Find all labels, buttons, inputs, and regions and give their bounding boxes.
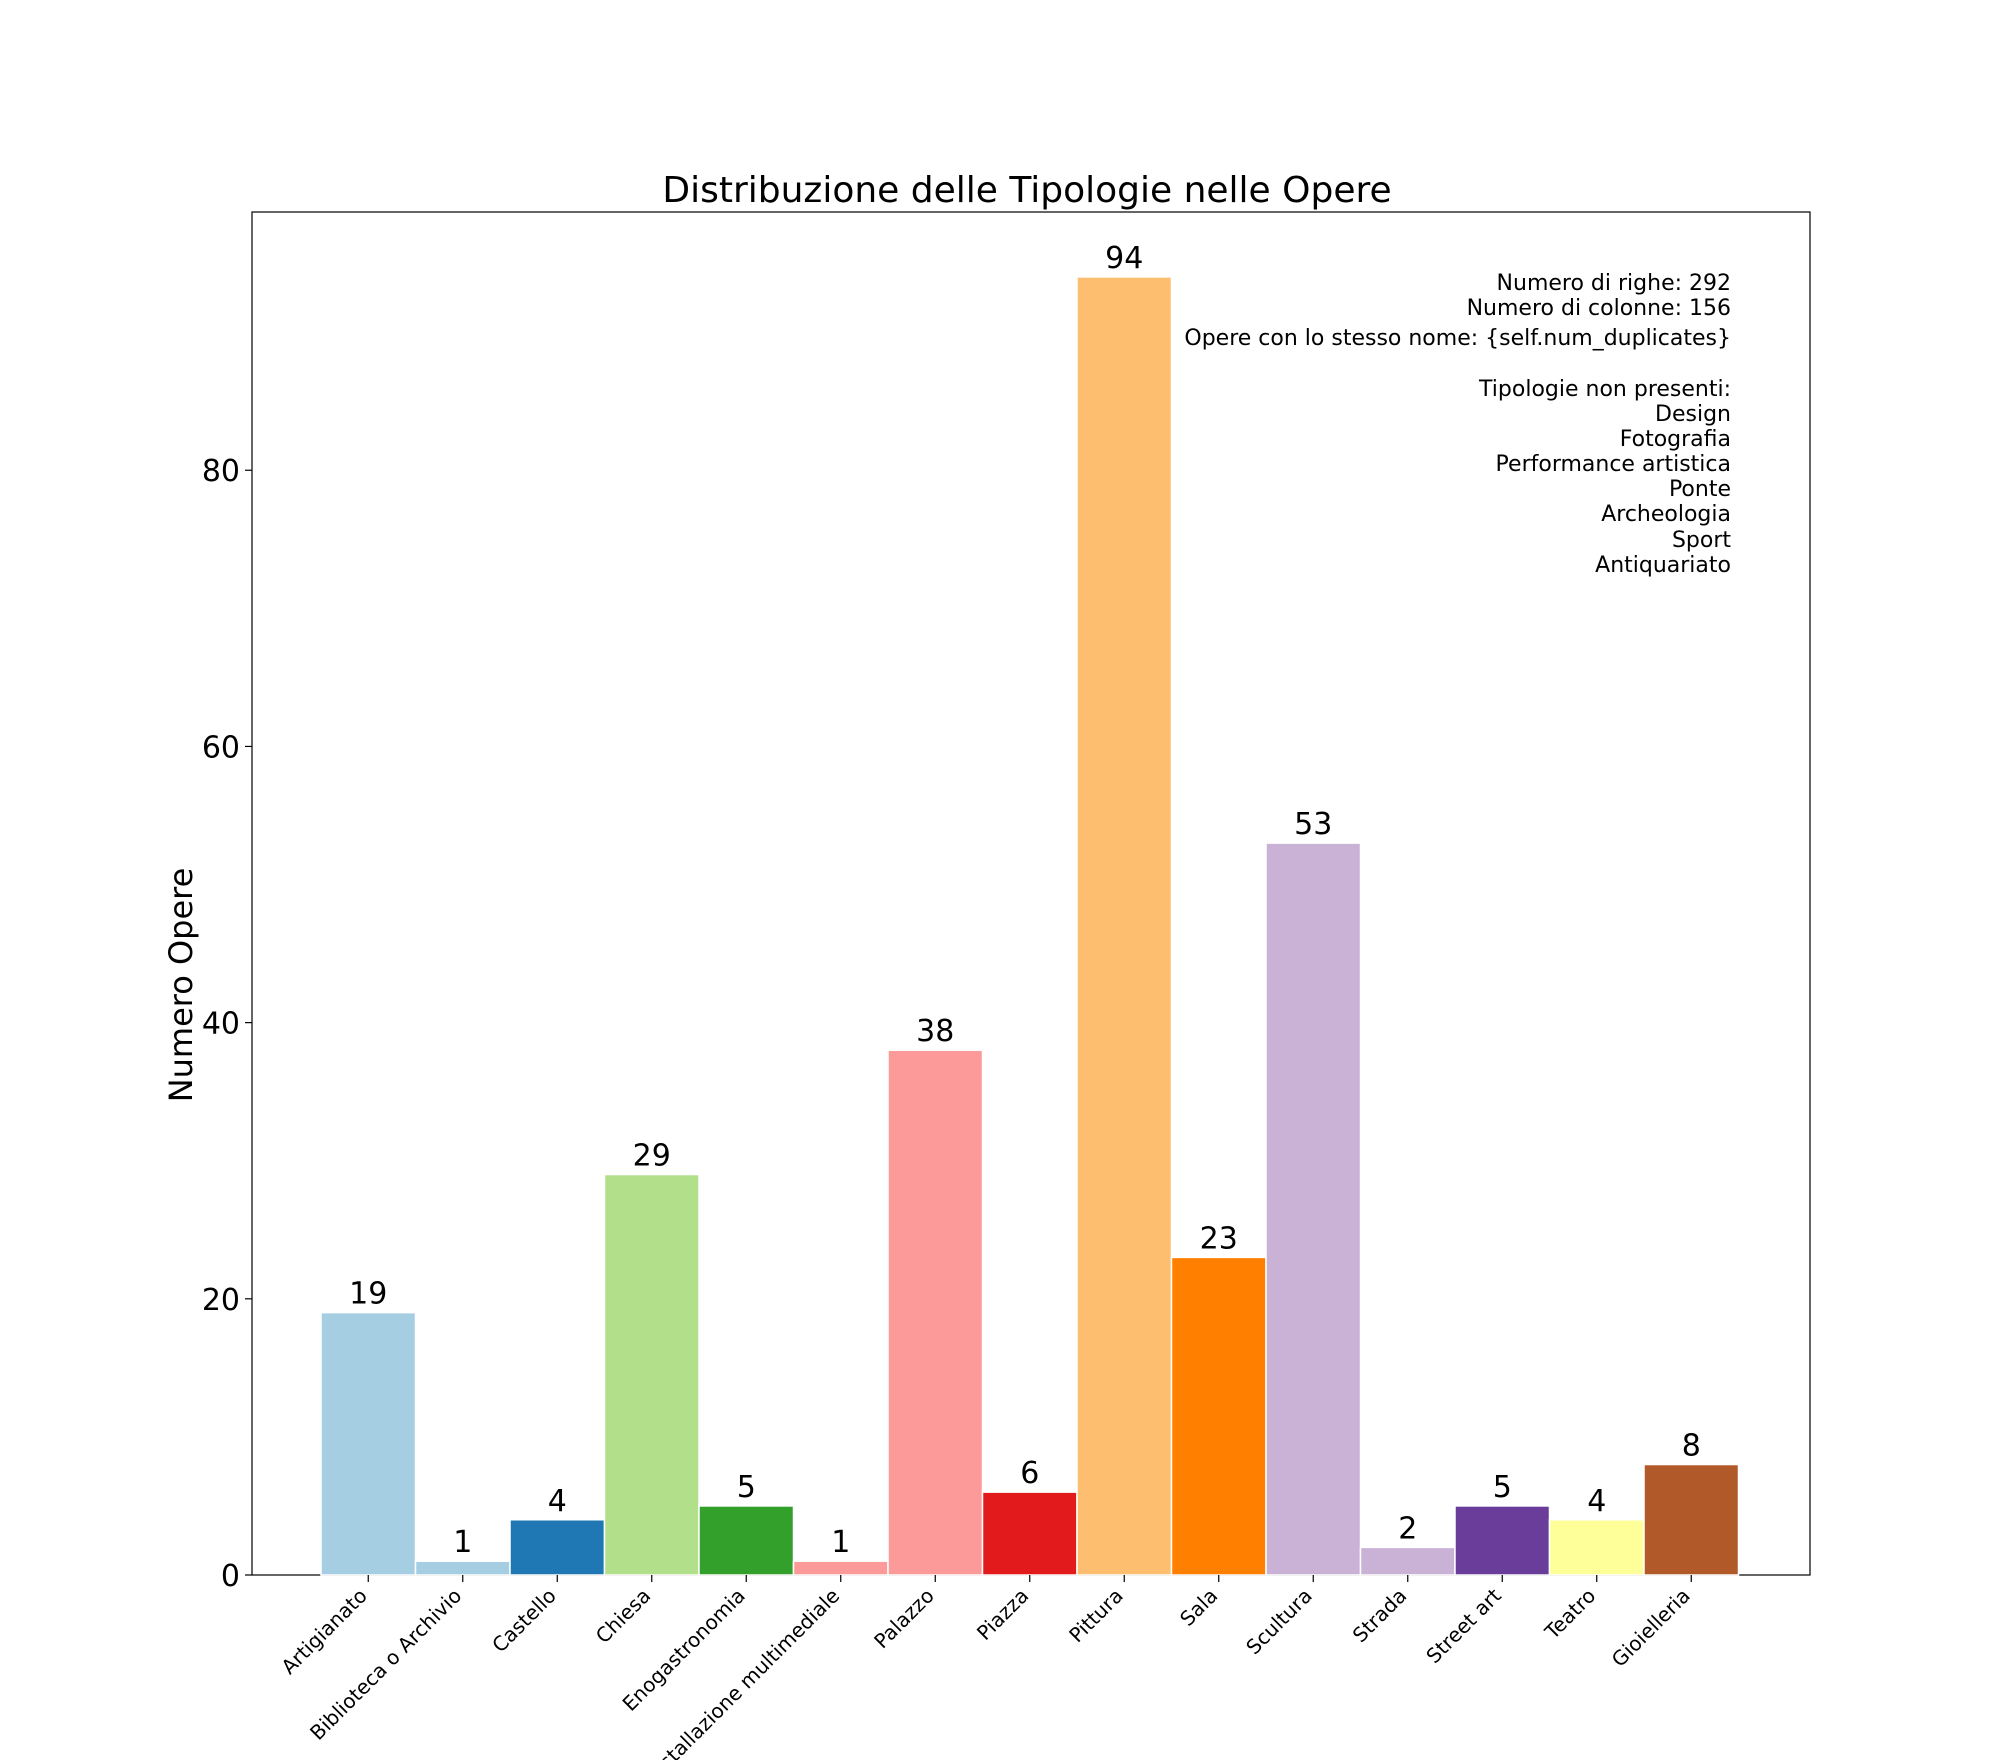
bar-9 — [1170, 1256, 1267, 1576]
info-annotation-line: Numero di colonne: 156 — [1467, 296, 1731, 321]
x-tick-label: Palazzo — [869, 1584, 939, 1654]
x-tick-label: Sala — [1175, 1584, 1222, 1631]
bar-value-label: 4 — [1587, 1484, 1606, 1519]
info-annotation-line: Fotografia — [1620, 427, 1731, 452]
bar-6 — [887, 1049, 984, 1576]
bar-4 — [698, 1505, 795, 1576]
info-annotation-line: Numero di righe: 292 — [1497, 271, 1731, 296]
x-tick-label: Street art — [1421, 1583, 1506, 1668]
info-annotation-line: Tipologie non presenti: — [1478, 377, 1731, 402]
y-tick-label: 60 — [202, 730, 240, 765]
bar-2 — [509, 1519, 606, 1576]
bar-12 — [1454, 1505, 1551, 1576]
info-annotation-line: Opere con lo stesso nome: {self.num_dupl… — [1184, 326, 1731, 351]
bar-value-label: 5 — [1493, 1470, 1512, 1505]
y-tick-label: 20 — [202, 1283, 240, 1318]
bar-5 — [792, 1560, 889, 1576]
bar-value-label: 2 — [1398, 1511, 1417, 1546]
y-tick-label: 80 — [202, 454, 240, 489]
bar-value-label: 5 — [737, 1470, 756, 1505]
x-tick-label: Scultura — [1241, 1584, 1317, 1660]
chart-title: Distribuzione delle Tipologie nelle Oper… — [662, 170, 1391, 211]
x-tick-label: Piazza — [972, 1584, 1033, 1645]
bar-13 — [1548, 1519, 1645, 1576]
y-axis-label: Numero Opere — [162, 868, 200, 1103]
info-annotation-line: Archeologia — [1601, 502, 1731, 527]
bar-3 — [603, 1173, 700, 1576]
bar-1 — [414, 1560, 511, 1576]
bar-value-label: 94 — [1105, 241, 1143, 276]
bar-value-label: 29 — [633, 1139, 671, 1174]
bar-7 — [981, 1491, 1078, 1576]
y-tick-label: 40 — [202, 1007, 240, 1042]
bar-value-label: 53 — [1294, 807, 1332, 842]
bar-10 — [1265, 842, 1362, 1576]
y-tick-label: 0 — [221, 1559, 240, 1594]
bar-value-label: 1 — [453, 1525, 472, 1560]
x-tick-label: Pittura — [1064, 1584, 1128, 1648]
bar-8 — [1076, 276, 1173, 1576]
x-tick-label: Castello — [487, 1584, 561, 1658]
bar-value-label: 38 — [916, 1014, 954, 1049]
bar-value-label: 4 — [548, 1484, 567, 1519]
x-tick-label: Chiesa — [591, 1584, 655, 1648]
bar-value-label: 19 — [349, 1277, 387, 1312]
info-annotation-line: Sport — [1672, 528, 1731, 553]
info-annotation-line: Ponte — [1669, 477, 1731, 502]
bar-value-label: 8 — [1682, 1429, 1701, 1464]
x-tick-label: Gioielleria — [1607, 1584, 1695, 1672]
x-tick-label: Artigianato — [276, 1584, 371, 1679]
x-tick-label: Teatro — [1539, 1584, 1600, 1645]
bar-0 — [320, 1311, 417, 1576]
bar-value-label: 1 — [831, 1525, 850, 1560]
bar-11 — [1359, 1546, 1456, 1576]
info-annotation-line: Performance artistica — [1496, 452, 1731, 477]
plot-area-frame — [251, 211, 1811, 1576]
bar-14 — [1643, 1463, 1740, 1576]
x-tick-label: Strada — [1348, 1584, 1412, 1648]
bar-value-label: 23 — [1200, 1221, 1238, 1256]
info-annotation-line: Antiquariato — [1595, 553, 1731, 578]
bars-group: 19 1 4 29 5 1 38 6 94 23 53 2 5 4 8 — [320, 241, 1740, 1576]
bar-value-label: 6 — [1020, 1456, 1039, 1491]
info-annotation-line: Design — [1655, 402, 1731, 427]
